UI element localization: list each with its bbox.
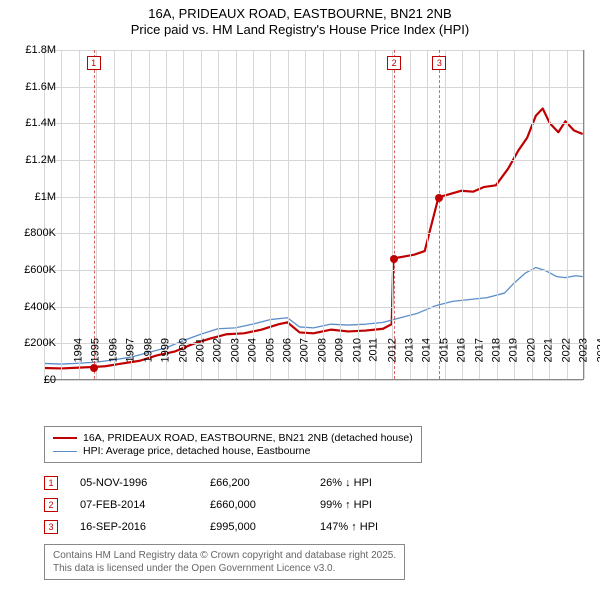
x-axis-label: 2017 [473, 338, 485, 362]
sale-vline [94, 50, 95, 379]
chart-area: 1 2 3 [44, 50, 584, 380]
x-axis-label: 2004 [247, 338, 259, 362]
sale-dot [390, 255, 398, 263]
sale-dot [90, 364, 98, 372]
x-axis-label: 2022 [560, 338, 572, 362]
sale-vline [439, 50, 440, 379]
legend-label-hpi: HPI: Average price, detached house, East… [83, 445, 310, 457]
x-axis-label: 2016 [456, 338, 468, 362]
legend-swatch-hpi [53, 451, 77, 452]
x-axis-label: 1997 [125, 338, 137, 362]
legend-row: HPI: Average price, detached house, East… [53, 445, 413, 457]
plot-region: 1 2 3 [44, 50, 584, 380]
sale-pct: 26% ↓ HPI [320, 477, 430, 489]
legend: 16A, PRIDEAUX ROAD, EASTBOURNE, BN21 2NB… [44, 426, 422, 463]
series-price_paid [44, 109, 582, 369]
x-axis-label: 2013 [403, 338, 415, 362]
title-address: 16A, PRIDEAUX ROAD, EASTBOURNE, BN21 2NB [0, 6, 600, 22]
y-axis-label: £1M [16, 191, 56, 203]
legend-swatch-price [53, 437, 77, 439]
line-series-svg [44, 50, 583, 379]
x-axis-label: 2023 [578, 338, 590, 362]
y-axis-label: £0 [16, 374, 56, 386]
sale-row: 1 05-NOV-1996 £66,200 26% ↓ HPI [44, 472, 430, 494]
x-axis-label: 1995 [90, 338, 102, 362]
y-axis-label: £200K [16, 337, 56, 349]
y-axis-label: £1.4M [16, 117, 56, 129]
x-axis-label: 1994 [72, 338, 84, 362]
sale-pct: 147% ↑ HPI [320, 521, 430, 533]
sale-dot [435, 194, 443, 202]
x-axis-label: 2012 [386, 338, 398, 362]
sale-marker-box: 1 [87, 56, 101, 70]
x-axis-label: 2001 [194, 338, 206, 362]
sale-price: £66,200 [210, 477, 320, 489]
x-axis-label: 2011 [368, 338, 380, 362]
sale-pct: 99% ↑ HPI [320, 499, 430, 511]
y-axis-label: £400K [16, 301, 56, 313]
x-axis-label: 2003 [229, 338, 241, 362]
x-axis-label: 1996 [107, 338, 119, 362]
y-axis-label: £1.8M [16, 44, 56, 56]
x-axis-label: 2010 [351, 338, 363, 362]
y-axis-label: £1.2M [16, 154, 56, 166]
legend-label-price: 16A, PRIDEAUX ROAD, EASTBOURNE, BN21 2NB… [83, 432, 413, 444]
y-axis-label: £800K [16, 227, 56, 239]
x-axis-label: 2019 [508, 338, 520, 362]
x-axis-label: 2002 [212, 338, 224, 362]
legend-row: 16A, PRIDEAUX ROAD, EASTBOURNE, BN21 2NB… [53, 432, 413, 444]
sale-date: 16-SEP-2016 [80, 521, 210, 533]
sale-date: 05-NOV-1996 [80, 477, 210, 489]
title-subtitle: Price paid vs. HM Land Registry's House … [0, 22, 600, 38]
sale-row: 3 16-SEP-2016 £995,000 147% ↑ HPI [44, 516, 430, 538]
sales-table: 1 05-NOV-1996 £66,200 26% ↓ HPI 2 07-FEB… [44, 472, 430, 538]
x-axis-label: 2014 [421, 338, 433, 362]
sale-vline [394, 50, 395, 379]
sale-marker-box: 2 [387, 56, 401, 70]
x-axis-label: 1999 [160, 338, 172, 362]
title-block: 16A, PRIDEAUX ROAD, EASTBOURNE, BN21 2NB… [0, 0, 600, 39]
footer-attribution: Contains HM Land Registry data © Crown c… [44, 544, 405, 580]
y-axis-label: £1.6M [16, 81, 56, 93]
x-axis-label: 2006 [282, 338, 294, 362]
x-axis-label: 2009 [334, 338, 346, 362]
x-axis-label: 2020 [525, 338, 537, 362]
x-axis-label: 2000 [177, 338, 189, 362]
x-axis-label: 2021 [543, 338, 555, 362]
x-axis-label: 2024 [595, 338, 600, 362]
sale-price: £660,000 [210, 499, 320, 511]
sale-marker-box: 3 [432, 56, 446, 70]
x-axis-label: 2018 [491, 338, 503, 362]
y-axis-label: £600K [16, 264, 56, 276]
sale-price: £995,000 [210, 521, 320, 533]
sale-row: 2 07-FEB-2014 £660,000 99% ↑ HPI [44, 494, 430, 516]
x-axis-label: 2005 [264, 338, 276, 362]
x-axis-label: 2015 [438, 338, 450, 362]
sale-marker-box: 2 [44, 498, 58, 512]
x-axis-label: 2008 [316, 338, 328, 362]
sale-marker-box: 1 [44, 476, 58, 490]
footer-line1: Contains HM Land Registry data © Crown c… [53, 549, 396, 562]
chart-container: 16A, PRIDEAUX ROAD, EASTBOURNE, BN21 2NB… [0, 0, 600, 590]
x-axis-label: 1998 [142, 338, 154, 362]
footer-line2: This data is licensed under the Open Gov… [53, 562, 396, 575]
x-axis-label: 2007 [299, 338, 311, 362]
sale-marker-box: 3 [44, 520, 58, 534]
sale-date: 07-FEB-2014 [80, 499, 210, 511]
